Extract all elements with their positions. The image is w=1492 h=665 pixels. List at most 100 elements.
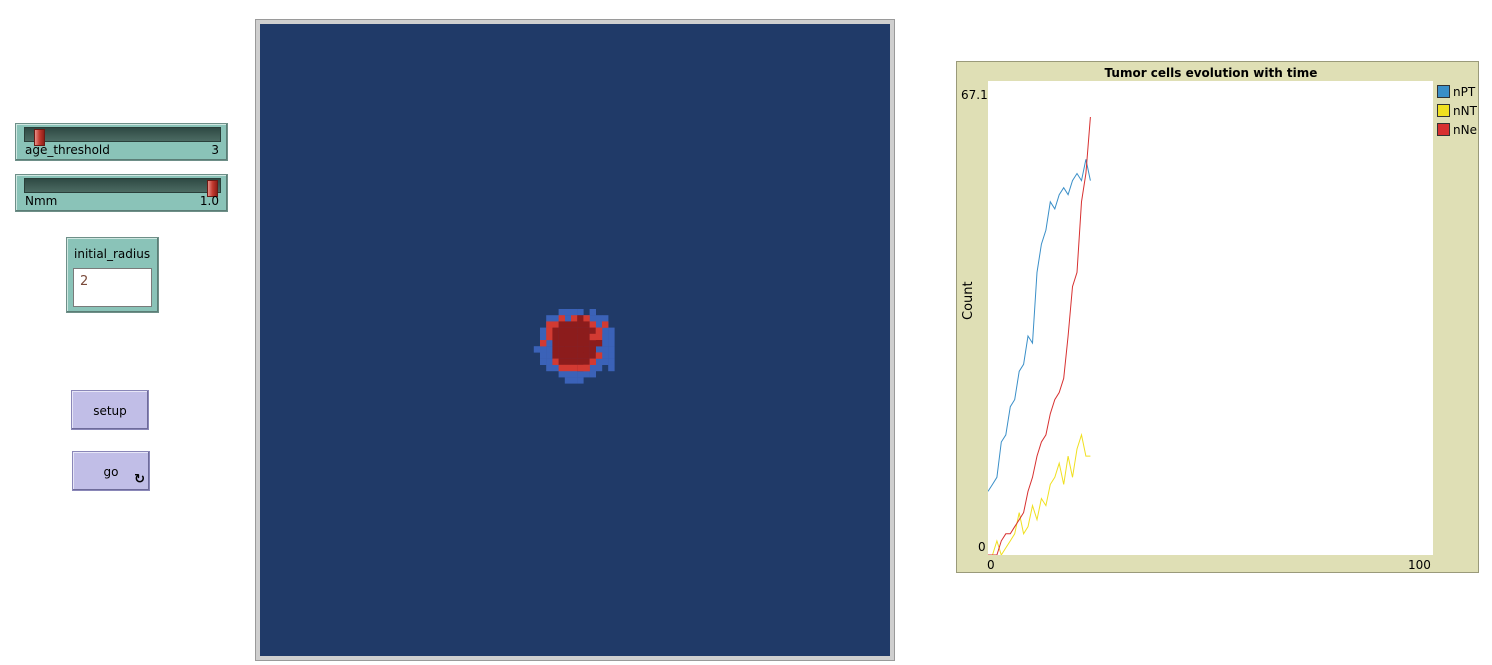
- patch: [595, 364, 603, 372]
- patch: [564, 315, 572, 322]
- patch: [608, 340, 615, 347]
- slider-age-threshold[interactable]: age_threshold 3: [15, 123, 228, 161]
- patch: [602, 358, 609, 365]
- legend-label: nPT: [1453, 84, 1476, 99]
- patch: [595, 333, 603, 341]
- legend-swatch: [1437, 123, 1450, 136]
- patch: [558, 309, 565, 316]
- patch: [533, 346, 541, 353]
- patch: [552, 315, 559, 322]
- patch: [602, 340, 609, 347]
- patch: [558, 333, 565, 341]
- patch: [571, 309, 578, 316]
- patch: [564, 321, 572, 328]
- patch: [540, 352, 547, 359]
- patch: [558, 346, 565, 353]
- patch: [564, 358, 572, 365]
- patch: [546, 346, 553, 353]
- patch: [589, 352, 596, 359]
- patch: [558, 371, 565, 378]
- patch: [577, 340, 584, 347]
- patch: [540, 340, 547, 347]
- patch: [546, 364, 553, 372]
- legend-swatch: [1437, 85, 1450, 98]
- patch: [595, 321, 603, 328]
- patch: [583, 340, 590, 347]
- slider-value: 3: [211, 143, 219, 157]
- patch: [546, 358, 553, 365]
- patch: [577, 358, 584, 365]
- patch: [608, 358, 615, 365]
- patch: [552, 358, 559, 365]
- patch: [552, 333, 559, 341]
- initial-radius-input[interactable]: 2: [73, 268, 152, 307]
- series-line-nne: [988, 116, 1091, 555]
- y-axis-label: Count: [961, 281, 976, 320]
- y-tick-max: 67.1: [961, 88, 988, 102]
- slider-track[interactable]: [24, 178, 221, 197]
- slider-track[interactable]: [24, 127, 221, 146]
- patch: [571, 364, 578, 372]
- world-view[interactable]: [260, 24, 890, 656]
- patch: [602, 321, 609, 328]
- x-tick-max: 100: [1408, 558, 1431, 572]
- legend-item-nne: nNe: [1437, 120, 1477, 139]
- patch: [577, 333, 584, 341]
- go-button-label: go: [103, 465, 119, 479]
- patch: [583, 352, 590, 359]
- patch: [564, 327, 572, 334]
- patch: [571, 377, 578, 384]
- patch: [558, 321, 565, 328]
- patch: [571, 358, 578, 365]
- patch: [564, 309, 572, 316]
- patch: [564, 352, 572, 359]
- patch: [583, 371, 590, 378]
- input-label: initial_radius: [74, 247, 151, 261]
- patch: [558, 364, 565, 372]
- patch: [608, 352, 615, 359]
- patch: [571, 340, 578, 347]
- patch: [589, 321, 596, 328]
- patch: [546, 321, 553, 328]
- patch: [577, 321, 584, 328]
- series-line-npt: [988, 159, 1091, 492]
- patch: [540, 333, 547, 341]
- patch: [558, 327, 565, 334]
- slider-label: Nmm: [25, 194, 58, 208]
- patch: [583, 333, 590, 341]
- legend-item-nnt: nNT: [1437, 101, 1477, 120]
- patch: [589, 333, 596, 341]
- patch: [589, 340, 596, 347]
- patch: [564, 371, 572, 378]
- slider-nmm[interactable]: Nmm 1.0: [15, 174, 228, 212]
- patch: [583, 364, 590, 372]
- patch: [546, 352, 553, 359]
- patch: [571, 352, 578, 359]
- patch: [546, 315, 553, 322]
- patch: [571, 333, 578, 341]
- patch: [552, 321, 559, 328]
- patch: [571, 321, 578, 328]
- slider-knob[interactable]: [34, 129, 46, 146]
- patch: [571, 327, 578, 334]
- patch: [571, 371, 578, 378]
- patch: [558, 358, 565, 365]
- patch: [546, 333, 553, 341]
- patch: [608, 364, 615, 372]
- legend-label: nNT: [1453, 103, 1477, 118]
- patch: [558, 352, 565, 359]
- go-button[interactable]: go ↻: [72, 451, 150, 491]
- patch: [602, 315, 609, 322]
- patch: [558, 315, 565, 322]
- patch: [583, 327, 590, 334]
- patch: [602, 327, 609, 334]
- setup-button[interactable]: setup: [71, 390, 149, 430]
- plot-title: Tumor cells evolution with time: [1104, 66, 1318, 80]
- patch: [552, 327, 559, 334]
- patch: [564, 364, 572, 372]
- slider-knob[interactable]: [207, 180, 218, 197]
- patch: [589, 327, 596, 334]
- patch: [577, 309, 584, 316]
- patch: [589, 346, 596, 353]
- tumor-plot: Tumor cells evolution with time 67.1 0 0…: [956, 61, 1479, 573]
